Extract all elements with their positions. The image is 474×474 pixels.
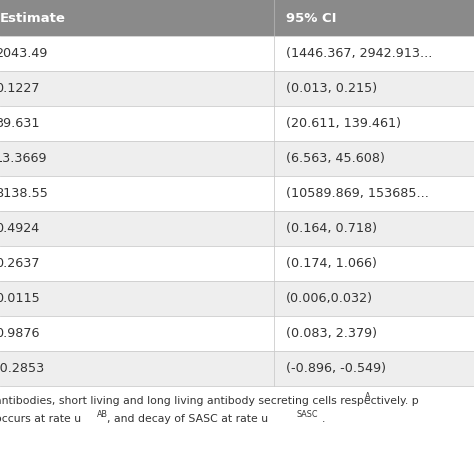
Text: .: .	[322, 414, 325, 424]
Text: SASC: SASC	[297, 410, 319, 419]
Text: (0.164, 0.718): (0.164, 0.718)	[286, 222, 377, 235]
Text: 95% CI: 95% CI	[286, 11, 337, 25]
Text: 0.4924: 0.4924	[0, 222, 39, 235]
Text: 0.2637: 0.2637	[0, 257, 39, 270]
Bar	[0, 176, 474, 211]
Bar	[0, 71, 474, 106]
Text: 8138.55: 8138.55	[0, 187, 48, 200]
Text: A: A	[365, 392, 371, 401]
Text: (1446.367, 2942.913...: (1446.367, 2942.913...	[286, 47, 432, 60]
Bar	[0, 106, 474, 141]
Text: (0.006,0.032): (0.006,0.032)	[286, 292, 373, 305]
Bar	[0, 281, 474, 316]
Bar	[0, 211, 474, 246]
Text: , and decay of SASC at rate u: , and decay of SASC at rate u	[107, 414, 268, 424]
Text: (10589.869, 153685...: (10589.869, 153685...	[286, 187, 429, 200]
Text: (0.174, 1.066): (0.174, 1.066)	[286, 257, 377, 270]
Text: (20.611, 139.461): (20.611, 139.461)	[286, 117, 401, 130]
Text: -0.2853: -0.2853	[0, 362, 44, 375]
Text: occurs at rate u: occurs at rate u	[0, 414, 81, 424]
Text: 2043.49: 2043.49	[0, 47, 47, 60]
Text: Estimate: Estimate	[0, 11, 66, 25]
Bar	[0, 36, 474, 71]
Text: (0.083, 2.379): (0.083, 2.379)	[286, 327, 377, 340]
Bar	[0, 0, 274, 36]
Text: 0.0115: 0.0115	[0, 292, 40, 305]
Bar	[0, 351, 474, 386]
Text: (6.563, 45.608): (6.563, 45.608)	[286, 152, 385, 165]
Bar	[274, 0, 474, 36]
Text: 13.3669: 13.3669	[0, 152, 47, 165]
Bar	[0, 316, 474, 351]
Text: (-0.896, -0.549): (-0.896, -0.549)	[286, 362, 386, 375]
Bar	[0, 141, 474, 176]
Text: antibodies, short living and long living antibody secreting cells respectively. : antibodies, short living and long living…	[0, 396, 419, 406]
Text: 0.1227: 0.1227	[0, 82, 39, 95]
Text: 39.631: 39.631	[0, 117, 39, 130]
Bar	[0, 246, 474, 281]
Text: 0.9876: 0.9876	[0, 327, 39, 340]
Text: AB: AB	[97, 410, 108, 419]
Text: (0.013, 0.215): (0.013, 0.215)	[286, 82, 377, 95]
